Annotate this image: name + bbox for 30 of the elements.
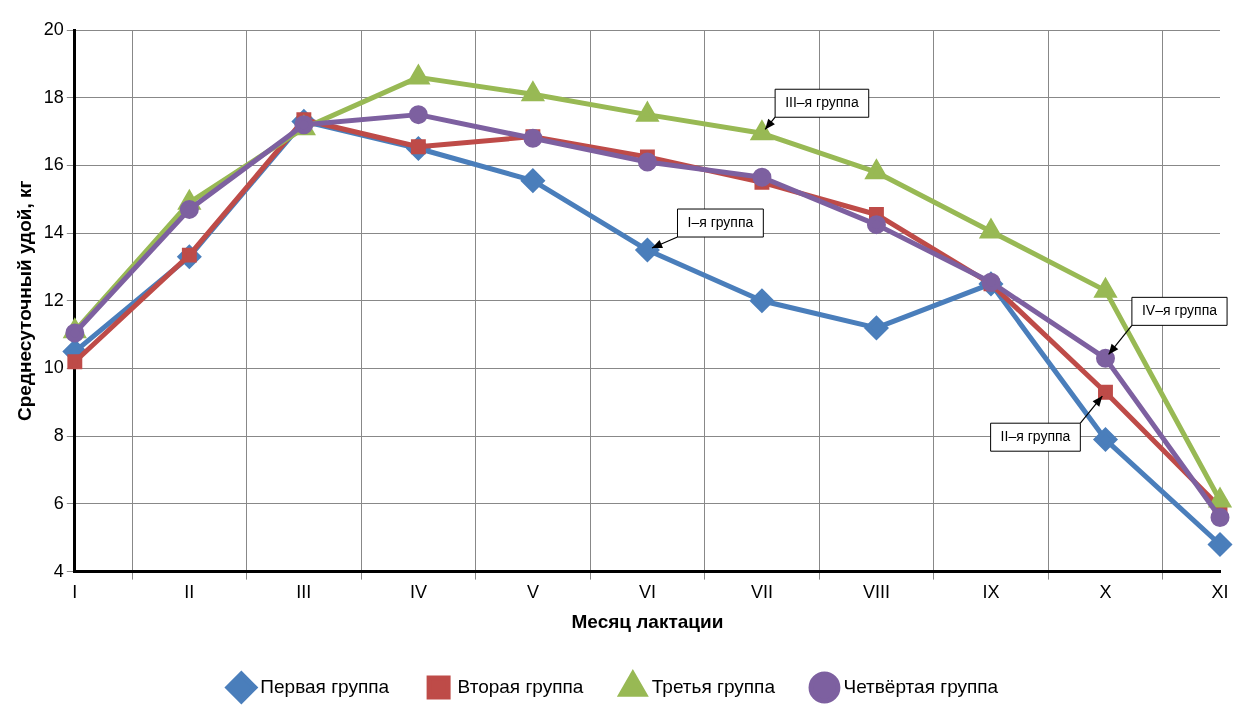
y-axis-title: Среднесуточный удой, кг bbox=[13, 180, 35, 422]
y-tick-label: 8 bbox=[53, 425, 64, 446]
legend-label: Третья группа bbox=[651, 675, 776, 697]
y-tick-label: 10 bbox=[43, 357, 64, 378]
x-tick-label: IX bbox=[982, 582, 1000, 603]
x-axis-title: Месяц лактации bbox=[571, 610, 724, 632]
x-tick-label: III bbox=[296, 582, 312, 603]
legend-label: Первая группа bbox=[260, 675, 390, 697]
y-tick-label: 20 bbox=[43, 18, 64, 39]
legend-label: Четвёртая группа bbox=[843, 675, 999, 697]
y-tick-label: 6 bbox=[53, 492, 64, 513]
y-tick-label: 4 bbox=[53, 560, 64, 581]
x-tick-label: IV bbox=[409, 582, 427, 603]
annotation: IV–я группа bbox=[1141, 302, 1218, 319]
annotation: I–я группа bbox=[687, 213, 754, 230]
x-tick-label: I bbox=[72, 582, 78, 603]
y-tick-label: 12 bbox=[43, 289, 64, 310]
x-tick-label: VIII bbox=[862, 582, 890, 603]
y-tick-label: 18 bbox=[43, 86, 64, 107]
annotation: III–я группа bbox=[785, 94, 859, 111]
x-tick-label: V bbox=[526, 582, 539, 603]
x-tick-label: II bbox=[184, 582, 195, 603]
x-tick-label: VI bbox=[638, 582, 656, 603]
x-tick-label: X bbox=[1099, 582, 1112, 603]
y-tick-label: 14 bbox=[43, 222, 64, 243]
annotation: II–я группа bbox=[1000, 428, 1071, 445]
x-tick-label: XI bbox=[1211, 582, 1229, 603]
y-tick-label: 16 bbox=[43, 154, 64, 175]
x-tick-label: VII bbox=[750, 582, 773, 603]
legend-label: Вторая группа bbox=[457, 675, 584, 697]
